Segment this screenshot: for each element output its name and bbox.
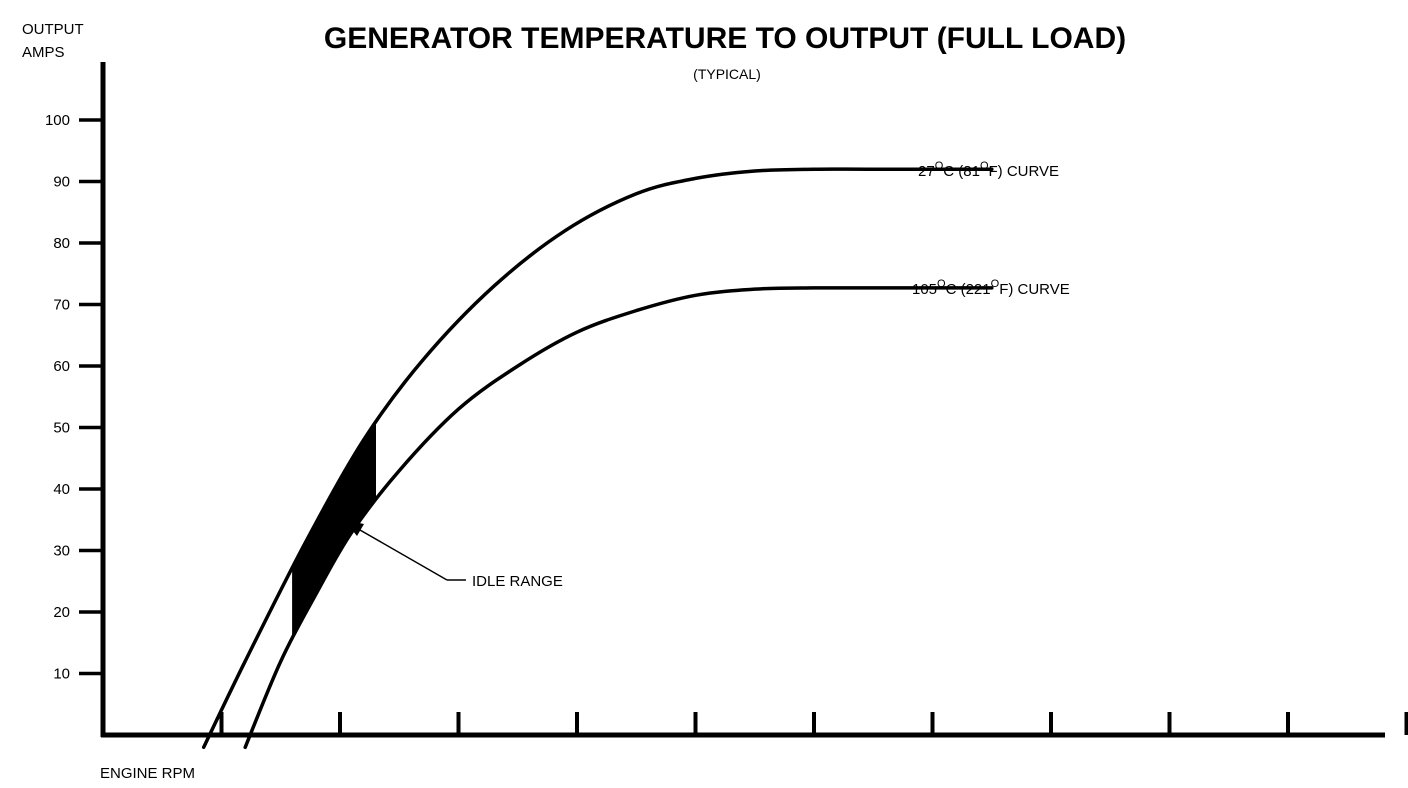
series-label-105c-degree: O xyxy=(991,278,1000,290)
y-tick-label: 40 xyxy=(53,481,70,498)
series-label-105c: 105OC (221OF) CURVE xyxy=(912,278,1070,298)
series-label-27c-part: 27 xyxy=(918,163,935,180)
chart-subtitle: (TYPICAL) xyxy=(693,66,761,82)
y-tick-label: 90 xyxy=(53,174,70,191)
annotation-leader xyxy=(344,520,466,581)
y-tick-label: 30 xyxy=(53,543,70,560)
series-line-105c xyxy=(243,286,994,750)
series-label-105c-part: C (221 xyxy=(946,281,991,298)
series-label-105c-part: 105 xyxy=(912,281,937,298)
series-label-27c-degree: O xyxy=(980,160,989,172)
y-tick-label: 60 xyxy=(53,358,70,375)
y-tick-label: 10 xyxy=(53,666,70,683)
series-label-27c-degree: O xyxy=(935,160,944,172)
y-tick-label: 100 xyxy=(45,112,70,129)
annotation-leader-line xyxy=(359,529,448,581)
y-axis-label-line2: AMPS xyxy=(22,44,65,61)
chart-title: GENERATOR TEMPERATURE TO OUTPUT (FULL LO… xyxy=(324,22,1126,55)
y-tick-label: 50 xyxy=(53,420,70,437)
x-axis-label: ENGINE RPM xyxy=(100,765,195,782)
series-label-27c-part: C (81 xyxy=(943,163,980,180)
series-label-27c: 27OC (81OF) CURVE xyxy=(918,160,1059,180)
y-tick-label: 70 xyxy=(53,297,70,314)
series-label-27c-part: F) CURVE xyxy=(989,163,1060,180)
annotation-arrowhead xyxy=(344,520,364,536)
y-axis-label-line1: OUTPUT xyxy=(22,21,84,38)
series-label-105c-part: F) CURVE xyxy=(999,281,1070,298)
series-label-105c-degree: O xyxy=(937,278,946,290)
y-tick-label: 20 xyxy=(53,604,70,621)
annotation-idle-range: IDLE RANGE xyxy=(472,573,563,590)
y-tick-label: 80 xyxy=(53,235,70,252)
series-line-27c xyxy=(201,167,994,750)
